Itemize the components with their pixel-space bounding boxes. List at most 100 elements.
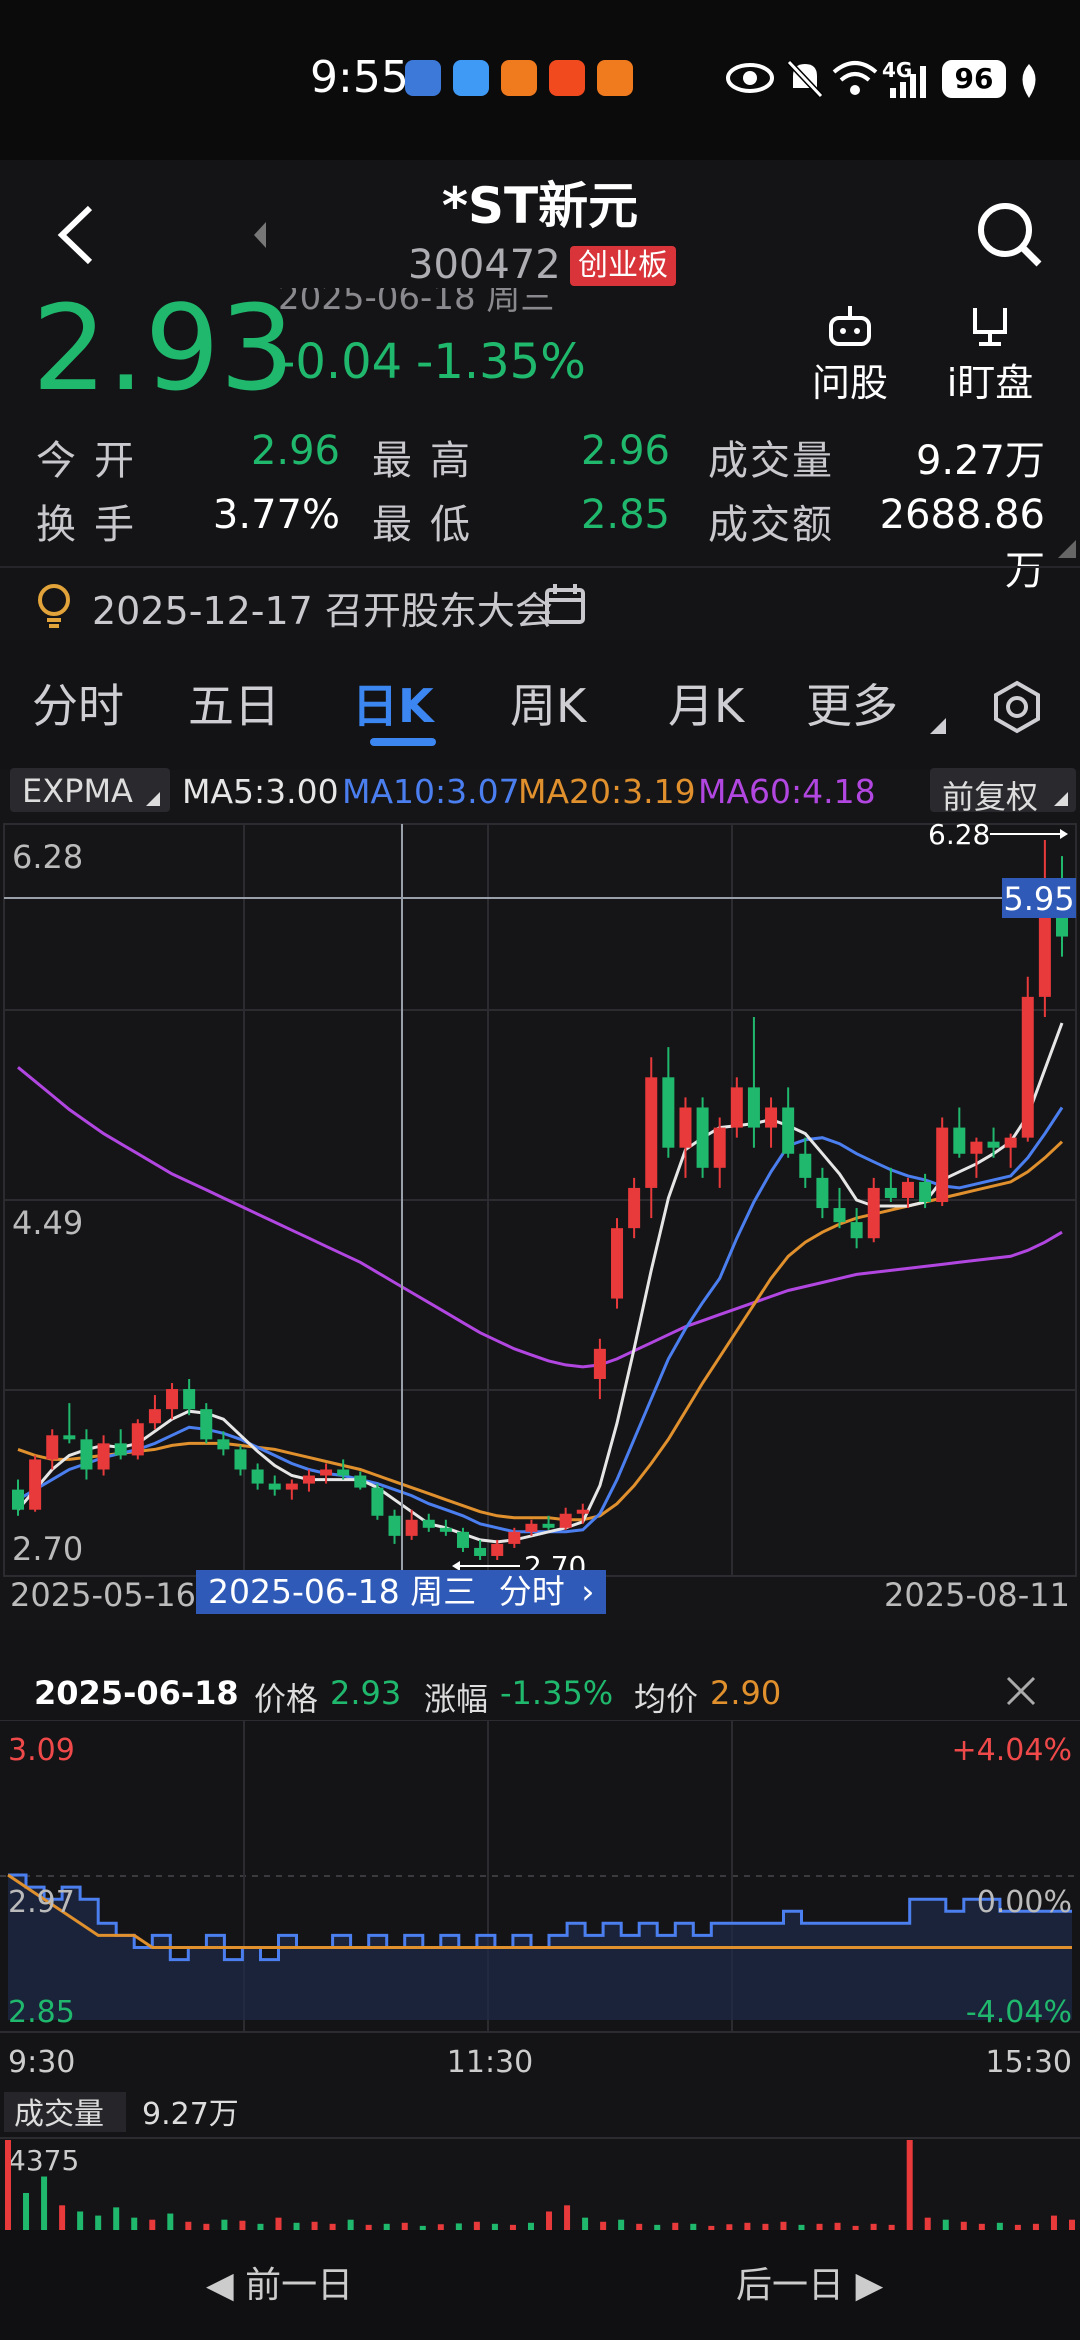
volume-label: 成交量 xyxy=(708,438,834,484)
open-label: 今开 xyxy=(36,438,152,484)
candle-body xyxy=(439,1527,452,1532)
min-price-arrow xyxy=(452,1561,460,1571)
candle-body xyxy=(80,1439,93,1470)
selected-date-box[interactable]: 2025-06-18 周三 分时 › xyxy=(196,1570,607,1614)
volume-bar xyxy=(185,2221,192,2230)
volume-bar xyxy=(816,2223,823,2230)
volume-bar xyxy=(942,2219,949,2230)
volume-bar xyxy=(149,2219,156,2230)
close-icon[interactable] xyxy=(1004,1674,1038,1708)
current-price: 2.93 xyxy=(32,279,295,417)
candle-body xyxy=(970,1141,983,1154)
intraday-avg-label: 均价 xyxy=(634,1680,699,1718)
robot-icon xyxy=(829,306,871,346)
candle-body xyxy=(525,1523,538,1532)
ma20-line xyxy=(17,1140,1064,1522)
dropdown-caret-icon xyxy=(146,792,160,806)
expma-label: EXPMA xyxy=(22,772,133,810)
candle-body xyxy=(867,1187,880,1239)
price-change: -0.04 xyxy=(278,334,403,390)
network-type: 4G xyxy=(882,58,913,82)
wifi-icon xyxy=(832,61,878,95)
low-label: 最低 xyxy=(372,502,488,548)
mute-bell-icon xyxy=(786,59,824,99)
candle-body xyxy=(611,1228,624,1299)
lightbulb-icon xyxy=(38,584,70,628)
intraday-pct-bottom: -4.04% xyxy=(966,1995,1072,2030)
volume-bar xyxy=(455,2223,462,2230)
volume-bar xyxy=(131,2217,138,2230)
status-time: 9:55 xyxy=(310,52,409,103)
watch-market-button[interactable]: i盯盘 xyxy=(940,304,1040,407)
stock-header: *ST新元 300472 创业板 2.93 2025-06-18 周三 -0.0… xyxy=(0,160,1080,640)
expand-corner-icon[interactable] xyxy=(1058,540,1076,558)
app-icon xyxy=(405,60,441,96)
candle-body xyxy=(508,1531,521,1544)
candle-body xyxy=(713,1127,726,1168)
next-day-button[interactable]: 后一日 ▶ xyxy=(736,2256,883,2308)
high-label: 最高 xyxy=(372,438,488,484)
tab-active-indicator xyxy=(370,738,436,746)
app-icon xyxy=(501,60,537,96)
volume-bar xyxy=(852,2225,859,2230)
signal-icon xyxy=(890,66,926,98)
tab-daily-k[interactable]: 日K xyxy=(352,679,434,733)
ask-stock-button[interactable]: 问股 xyxy=(810,304,890,407)
volume-bar xyxy=(59,2205,66,2230)
dropdown-caret-icon xyxy=(1054,792,1068,806)
candle-body xyxy=(114,1443,127,1456)
app-icon xyxy=(597,60,633,96)
volume-bar xyxy=(672,2222,679,2230)
ma20-value: MA20:3.19 xyxy=(518,772,696,811)
candle-body xyxy=(388,1515,401,1536)
tab-five-day[interactable]: 五日 xyxy=(188,679,280,733)
candle-body xyxy=(833,1208,846,1223)
low-value: 2.85 xyxy=(580,492,670,538)
ma60-line xyxy=(17,1066,1063,1369)
candle-body xyxy=(628,1187,641,1229)
intraday-price: 2.93 xyxy=(330,1674,402,1712)
candle-body xyxy=(782,1107,795,1154)
back-arrow-icon[interactable] xyxy=(50,200,100,270)
intraday-volume-label: 成交量 xyxy=(14,2097,104,2132)
candle-body xyxy=(747,1087,760,1128)
caret-right-icon: ▶ xyxy=(855,2265,884,2306)
price-change-pct: -1.35% xyxy=(416,334,586,390)
expma-selector[interactable]: EXPMA xyxy=(10,768,170,812)
candle-body xyxy=(456,1531,469,1548)
tab-more[interactable]: 更多 xyxy=(806,679,898,733)
notice-bar[interactable]: 2025-12-17 召开股东大会 xyxy=(0,570,1080,640)
search-icon[interactable] xyxy=(975,200,1045,270)
candle-body xyxy=(268,1483,281,1490)
volume-bar xyxy=(924,2217,931,2230)
volume-bar xyxy=(888,2224,895,2230)
volume-bar xyxy=(1014,2224,1021,2230)
volume-bar xyxy=(708,2225,715,2230)
kline-chart[interactable]: 5.95 6.28 4.49 2.70 6.28 2.70 2025-05-16… xyxy=(0,820,1080,1630)
volume-bar xyxy=(203,2223,210,2230)
prev-stock-caret-icon[interactable] xyxy=(250,220,270,250)
volume-bar xyxy=(221,2219,228,2230)
candle-body xyxy=(936,1127,949,1203)
tab-monthly-k[interactable]: 月K xyxy=(668,679,745,733)
volume-bar xyxy=(1050,2215,1057,2230)
settings-icon[interactable] xyxy=(990,680,1044,734)
high-value: 2.96 xyxy=(580,428,670,474)
tab-weekly-k[interactable]: 周K xyxy=(510,679,587,733)
volume-bar xyxy=(347,2219,354,2230)
bottom-nav: ◀ 前一日 后一日 ▶ xyxy=(0,2230,1080,2340)
volume-bar xyxy=(77,2211,84,2230)
candle-body xyxy=(953,1127,966,1154)
intraday-chart[interactable]: 3.09 2.97 2.85 +4.04% 0.00% -4.04% 9:30 … xyxy=(0,1720,1080,2230)
tab-intraday[interactable]: 分时 xyxy=(32,679,124,733)
adjust-selector[interactable]: 前复权 xyxy=(930,768,1076,816)
intraday-y-bottom: 2.85 xyxy=(8,1995,75,2030)
ma5-line xyxy=(16,1022,1064,1544)
ma5-label: MA5:3.00 xyxy=(182,772,339,811)
intraday-change-label: 涨幅 xyxy=(424,1680,489,1718)
next-day-label: 后一日 xyxy=(736,2265,845,2306)
prev-day-button[interactable]: ◀ 前一日 xyxy=(206,2256,353,2308)
candle-body xyxy=(491,1543,504,1556)
candle-body xyxy=(46,1435,59,1460)
volume-bar xyxy=(654,2224,661,2230)
